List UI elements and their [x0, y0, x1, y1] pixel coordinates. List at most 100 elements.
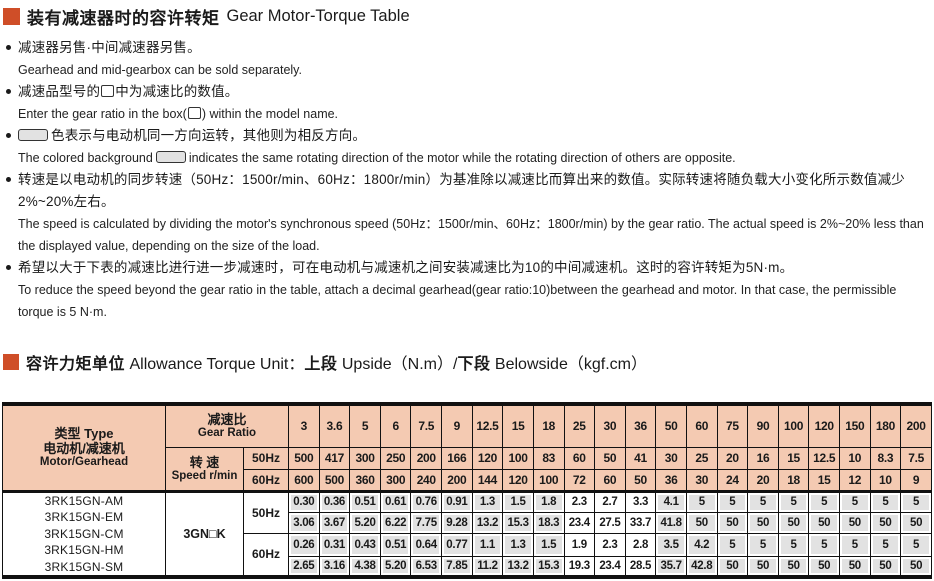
torque-kgf-60hz-cell: 23.4: [594, 555, 626, 578]
section-title-zh: 装有减速器时的容许转矩: [27, 9, 220, 28]
torque-nm-60hz-cell: 5: [869, 532, 902, 557]
gear-ratio-cell: 75: [716, 403, 749, 448]
speed-60hz-cell: 30: [685, 468, 718, 492]
gear-ratio-cell: 180: [869, 403, 902, 448]
model-list-cell: 3RK15GN-AM 3RK15GN-EM 3RK15GN-CM 3RK15GN…: [2, 489, 166, 578]
gear-ratio-label-zh: 减速比: [207, 412, 247, 428]
gear-ratio-cell: 6: [379, 403, 412, 448]
torque-nm-60hz-cell: 5: [838, 532, 871, 557]
speed-60hz-cell: 120: [502, 468, 534, 492]
torque-nm-60hz-cell: 5: [808, 532, 840, 557]
torque-kgf-60hz-cell: 50: [900, 555, 932, 578]
torque-nm-50hz-cell: 5: [869, 489, 902, 513]
torque-nm-60hz-cell: 1.1: [471, 532, 504, 557]
torque-kgf-50hz-cell: 6.22: [379, 511, 412, 534]
speed-50hz-cell: 250: [379, 446, 412, 470]
motor-gearhead-label-en: Motor/Gearhead: [39, 456, 129, 469]
section-title-torque-unit: 容许力矩单位 Allowance Torque Unit：上段 Upside（N…: [3, 350, 647, 374]
speed-50hz-cell: 25: [685, 446, 718, 470]
type-header-cell: 类型 Type 电动机/减速机 Motor/Gearhead: [2, 403, 166, 492]
speed-50hz-cell: 166: [441, 446, 473, 470]
speed-60hz-cell: 100: [532, 468, 565, 492]
speed-50hz-cell: 15: [777, 446, 810, 470]
speed-50hz-cell: 300: [349, 446, 381, 470]
torque-kgf-60hz-cell: 15.3: [532, 555, 565, 578]
torque-kgf-50hz-cell: 15.3: [502, 511, 534, 534]
speed-60hz-cell: 12: [838, 468, 871, 492]
speed-60hz-cell: 36: [655, 468, 687, 492]
torque-kgf-60hz-cell: 50: [716, 555, 749, 578]
note-gearhead-sold-separately: 减速器另售·中间减速器另售。 Gearhead and mid-gearbox …: [5, 37, 929, 81]
torque-kgf-60hz-cell: 50: [869, 555, 902, 578]
torque-nm-50hz-cell: 3.3: [624, 489, 657, 513]
speed-60hz-cell: 500: [318, 468, 351, 492]
note-en: The speed is calculated by dividing the …: [18, 217, 924, 253]
gear-ratio-label-en: Gear Ratio: [197, 427, 257, 440]
torque-kgf-50hz-cell: 5.20: [349, 511, 381, 534]
torque-kgf-60hz-cell: 28.5: [624, 555, 657, 578]
torque-nm-50hz-cell: 5: [777, 489, 810, 513]
speed-60hz-cell: 144: [471, 468, 504, 492]
speed-50hz-cell: 120: [471, 446, 504, 470]
note-zh: 减速品型号的 中为减速比的数值。: [18, 84, 239, 99]
torque-nm-60hz-cell: 0.77: [441, 532, 473, 557]
speed-60hz-cell: 360: [349, 468, 381, 492]
torque-nm-60hz-cell: 2.3: [594, 532, 626, 557]
speed-50hz-cell: 8.3: [869, 446, 902, 470]
torque-nm-60hz-cell: 2.8: [624, 532, 657, 557]
torque-nm-50hz-cell: 5: [900, 489, 932, 513]
speed-50hz-cell: 100: [502, 446, 534, 470]
torque-nm-60hz-cell: 0.26: [288, 532, 320, 557]
torque-kgf-50hz-cell: 18.3: [532, 511, 565, 534]
note-colored-background: 色表示与电动机同一方向运转，其他则为相反方向。 The colored back…: [5, 125, 929, 169]
bullet-icon: [6, 177, 11, 182]
speed-60hz-cell: 60: [594, 468, 626, 492]
torque-kgf-50hz-cell: 3.06: [288, 511, 320, 534]
torque-kgf-50hz-cell: 50: [777, 511, 810, 534]
torque-kgf-60hz-cell: 3.16: [318, 555, 351, 578]
note-en: To reduce the speed beyond the gear rati…: [18, 283, 897, 319]
torque-nm-60hz-cell: 5: [777, 532, 810, 557]
torque-table-container: 类型 Type 电动机/减速机 Motor/Gearhead 减速比 Gear …: [2, 402, 932, 580]
gear-ratio-cell: 3.6: [318, 403, 351, 448]
torque-kgf-60hz-cell: 4.38: [349, 555, 381, 578]
torque-nm-60hz-cell: 0.43: [349, 532, 381, 557]
torque-nm-60hz-cell: 5: [900, 532, 932, 557]
speed-60hz-cell: 24: [716, 468, 749, 492]
bullet-icon: [6, 265, 11, 270]
bullet-icon: [6, 89, 11, 94]
torque-nm-50hz-cell: 5: [716, 489, 749, 513]
torque-nm-50hz-cell: 1.5: [502, 489, 534, 513]
torque-nm-50hz-cell: 1.3: [471, 489, 504, 513]
speed-60hz-cell: 15: [808, 468, 840, 492]
speed-60hz-cell: 18: [777, 468, 810, 492]
model-name: 3RK15GN-CM: [44, 526, 124, 541]
gear-ratio-cell: 200: [900, 403, 932, 448]
speed-60hz-cell: 9: [900, 468, 932, 492]
torque-kgf-50hz-cell: 33.7: [624, 511, 657, 534]
bullet-icon: [6, 45, 11, 50]
torque-nm-50hz-cell: 0.91: [441, 489, 473, 513]
torque-nm-60hz-cell: 1.3: [502, 532, 534, 557]
speed-50hz-cell: 200: [410, 446, 443, 470]
gear-ratio-cell: 100: [777, 403, 810, 448]
note-zh: 希望以大于下表的减速比进行进一步减速时，可在电动机与减速机之间安装减速比为10的…: [18, 260, 794, 275]
gear-ratio-cell: 150: [838, 403, 871, 448]
speed-50hz-cell: 50: [594, 446, 626, 470]
torque-kgf-60hz-cell: 50: [747, 555, 779, 578]
speed-50hz-cell: 20: [716, 446, 749, 470]
speed-60hz-cell: 10: [869, 468, 902, 492]
colored-box-icon: [18, 129, 48, 141]
speed-50hz-cell: 83: [532, 446, 565, 470]
model-name: 3RK15GN-EM: [44, 510, 124, 525]
torque-nm-50hz-cell: 0.36: [318, 489, 351, 513]
gear-ratio-box-icon: [187, 107, 201, 119]
gear-ratio-header-cell: 减速比 Gear Ratio: [164, 403, 290, 448]
torque-nm-50hz-cell: 0.51: [349, 489, 381, 513]
torque-nm-50hz-cell: 1.8: [532, 489, 565, 513]
torque-kgf-60hz-cell: 6.53: [410, 555, 443, 578]
torque-kgf-60hz-cell: 13.2: [502, 555, 534, 578]
torque-nm-60hz-cell: 0.64: [410, 532, 443, 557]
torque-kgf-50hz-cell: 50: [838, 511, 871, 534]
torque-kgf-60hz-cell: 11.2: [471, 555, 504, 578]
